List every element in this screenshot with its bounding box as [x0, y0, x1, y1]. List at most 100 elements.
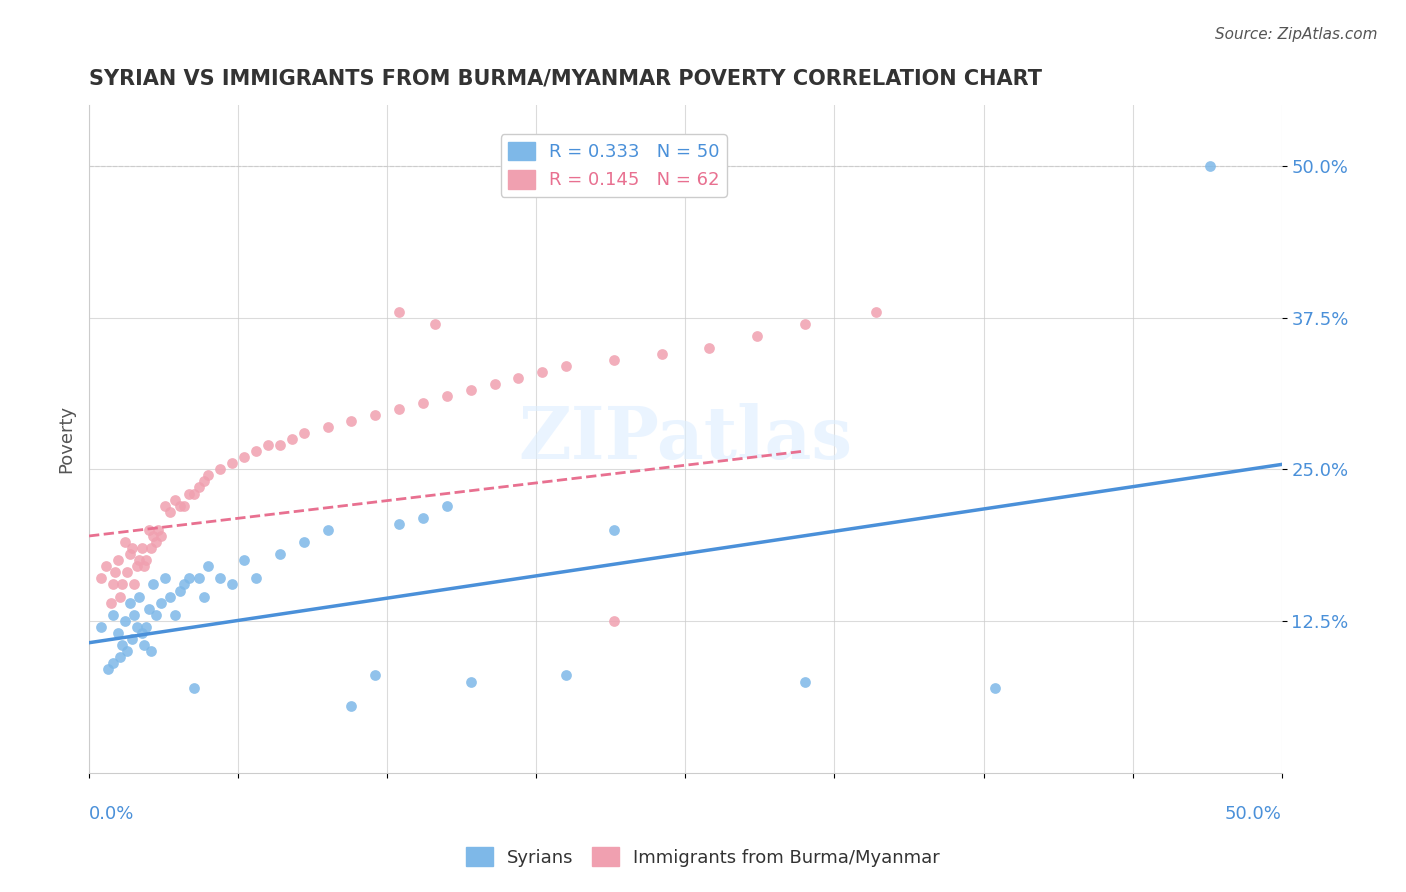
Point — [269, 547, 291, 561]
Point — [340, 414, 363, 428]
Point — [100, 596, 122, 610]
Point — [128, 590, 150, 604]
Point — [111, 638, 134, 652]
Point — [145, 607, 167, 622]
Point — [412, 510, 434, 524]
Point — [131, 626, 153, 640]
Point — [1199, 159, 1222, 173]
Point — [173, 577, 195, 591]
Point — [135, 553, 157, 567]
Point — [531, 365, 554, 379]
Point — [197, 468, 219, 483]
Point — [245, 444, 267, 458]
Point — [209, 462, 232, 476]
Point — [142, 577, 165, 591]
Point — [173, 499, 195, 513]
Point — [142, 529, 165, 543]
Point — [603, 523, 626, 537]
Point — [138, 523, 160, 537]
Point — [101, 607, 124, 622]
Point — [221, 456, 243, 470]
Point — [388, 304, 411, 318]
Point — [187, 571, 209, 585]
Point — [364, 668, 387, 682]
Point — [555, 668, 578, 682]
Point — [245, 571, 267, 585]
Point — [132, 559, 155, 574]
Point — [118, 547, 141, 561]
Point — [169, 499, 191, 513]
Point — [793, 674, 815, 689]
Point — [115, 566, 138, 580]
Point — [221, 577, 243, 591]
Point — [159, 505, 181, 519]
Point — [603, 614, 626, 628]
Point — [132, 638, 155, 652]
Point — [155, 499, 177, 513]
Point — [169, 583, 191, 598]
Point — [104, 566, 127, 580]
Point — [114, 535, 136, 549]
Point — [107, 626, 129, 640]
Point — [183, 486, 205, 500]
Point — [316, 419, 339, 434]
Point — [148, 523, 170, 537]
Point — [233, 553, 256, 567]
Point — [97, 662, 120, 676]
Point — [436, 499, 458, 513]
Point — [121, 632, 143, 646]
Point — [149, 529, 172, 543]
Point — [94, 559, 117, 574]
Point — [364, 408, 387, 422]
Point — [163, 607, 186, 622]
Point — [131, 541, 153, 555]
Point — [108, 650, 131, 665]
Point — [90, 620, 112, 634]
Point — [125, 620, 148, 634]
Point — [114, 614, 136, 628]
Point — [108, 590, 131, 604]
Legend: R = 0.333   N = 50, R = 0.145   N = 62: R = 0.333 N = 50, R = 0.145 N = 62 — [501, 135, 727, 196]
Point — [155, 571, 177, 585]
Text: Source: ZipAtlas.com: Source: ZipAtlas.com — [1215, 27, 1378, 42]
Point — [159, 590, 181, 604]
Point — [484, 377, 506, 392]
Point — [128, 553, 150, 567]
Point — [460, 384, 482, 398]
Point — [101, 577, 124, 591]
Point — [340, 698, 363, 713]
Point — [149, 596, 172, 610]
Point — [603, 353, 626, 368]
Point — [139, 541, 162, 555]
Point — [111, 577, 134, 591]
Point — [745, 328, 768, 343]
Point — [651, 347, 673, 361]
Point — [101, 657, 124, 671]
Point — [118, 596, 141, 610]
Point — [209, 571, 232, 585]
Text: ZIPatlas: ZIPatlas — [519, 403, 852, 475]
Point — [423, 317, 446, 331]
Point — [281, 432, 304, 446]
Point — [436, 389, 458, 403]
Point — [124, 577, 146, 591]
Point — [269, 438, 291, 452]
Point — [865, 304, 887, 318]
Point — [292, 535, 315, 549]
Point — [187, 480, 209, 494]
Point — [193, 475, 215, 489]
Point — [163, 492, 186, 507]
Text: 0.0%: 0.0% — [89, 805, 135, 822]
Point — [115, 644, 138, 658]
Point — [984, 681, 1007, 695]
Point — [388, 516, 411, 531]
Point — [145, 535, 167, 549]
Point — [179, 571, 201, 585]
Point — [135, 620, 157, 634]
Point — [138, 601, 160, 615]
Point — [125, 559, 148, 574]
Legend: Syrians, Immigrants from Burma/Myanmar: Syrians, Immigrants from Burma/Myanmar — [458, 840, 948, 874]
Point — [388, 401, 411, 416]
Point — [90, 571, 112, 585]
Y-axis label: Poverty: Poverty — [58, 405, 75, 473]
